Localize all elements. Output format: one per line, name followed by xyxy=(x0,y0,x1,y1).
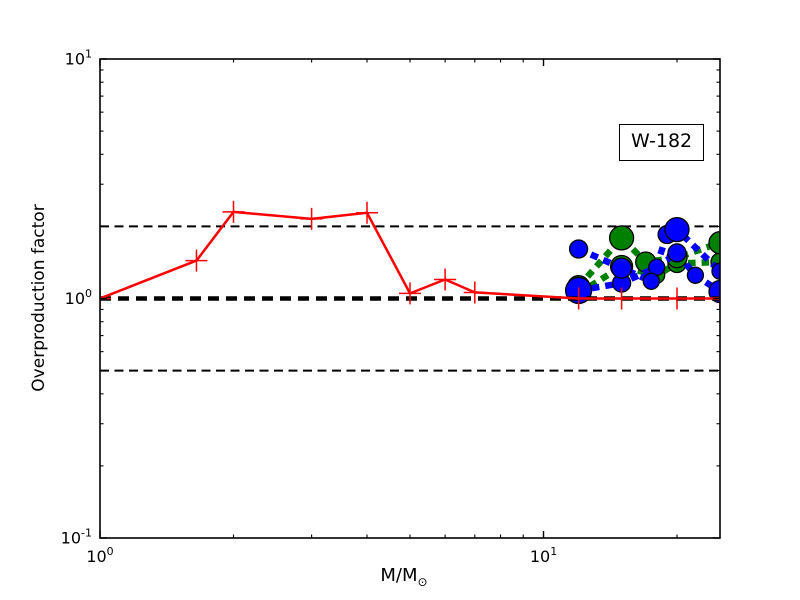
solar-symbol: ⊙ xyxy=(417,575,428,589)
red-solid-plus-marker xyxy=(185,249,208,272)
blue-dashed-upper-marker xyxy=(664,216,690,243)
blue-dashed-lower-marker xyxy=(686,266,705,284)
green-dashed-upper-marker xyxy=(608,225,635,251)
red-solid-plus-marker xyxy=(222,200,245,223)
red-solid-plus-marker xyxy=(399,282,421,305)
red-solid-plus-marker xyxy=(666,287,689,310)
plot-area xyxy=(100,200,720,372)
blue-dashed-lower-marker xyxy=(667,243,687,263)
red-solid-plus-marker xyxy=(709,287,720,310)
y-axis-label: Overproduction factor xyxy=(29,204,49,392)
blue-dashed-upper-marker xyxy=(568,239,589,259)
blue-dashed-upper-marker xyxy=(642,272,660,290)
green-dashed-upper-marker xyxy=(708,231,720,255)
x-tick-label: 101 xyxy=(530,545,557,566)
red-solid-plus-marker xyxy=(300,207,323,230)
y-tick-label: 100 xyxy=(65,287,92,308)
red-solid-plus-marker xyxy=(356,201,379,224)
annotation-box: W-182 xyxy=(619,124,705,161)
red-solid-plus-marker xyxy=(100,287,111,310)
y-tick-label: 10-1 xyxy=(61,527,92,548)
red-solid-plus-marker xyxy=(610,287,633,310)
blue-dashed-upper-marker xyxy=(711,262,720,280)
red-solid-plus-marker xyxy=(434,268,457,291)
blue-dashed-upper-marker xyxy=(610,257,633,279)
x-axis-label: M/M⊙ xyxy=(380,565,427,589)
x-tick-label: 100 xyxy=(86,545,113,566)
red-solid-plus-marker xyxy=(567,287,590,310)
y-tick-label: 101 xyxy=(65,48,92,69)
x-axis-label-text: M/M xyxy=(380,565,418,586)
red-solid-plus-marker xyxy=(463,281,486,304)
